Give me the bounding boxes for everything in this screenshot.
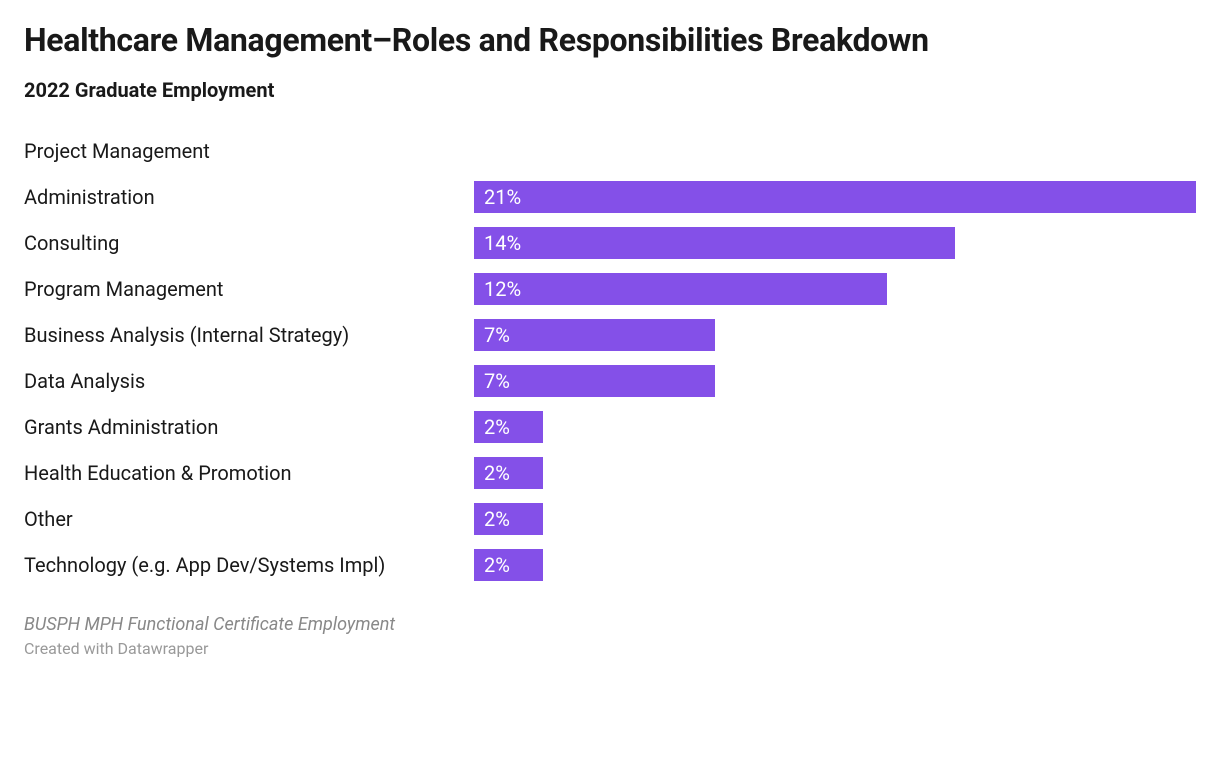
chart-footer: BUSPH MPH Functional Certificate Employm… xyxy=(24,614,1196,658)
bar: 7% xyxy=(474,319,715,351)
bar-area: 14% xyxy=(474,227,1196,259)
row-label: Program Management xyxy=(24,277,474,301)
chart-row: Project Management xyxy=(24,128,1196,174)
bar-area: 21% xyxy=(474,181,1196,213)
row-label: Data Analysis xyxy=(24,369,474,393)
bar-value-label: 2% xyxy=(484,461,510,485)
bar-value-label: 7% xyxy=(484,323,510,347)
bar: 14% xyxy=(474,227,955,259)
bar: 12% xyxy=(474,273,887,305)
bar-value-label: 7% xyxy=(484,369,510,393)
chart-title: Healthcare Management–Roles and Responsi… xyxy=(24,20,1196,60)
footer-source-note: BUSPH MPH Functional Certificate Employm… xyxy=(24,614,1196,635)
row-label: Administration xyxy=(24,185,474,209)
bar-value-label: 14% xyxy=(484,231,521,255)
bar-area: 2% xyxy=(474,411,1196,443)
bar-value-label: 2% xyxy=(484,415,510,439)
chart-subtitle: 2022 Graduate Employment xyxy=(24,78,1196,102)
bar-area xyxy=(474,135,1196,167)
bar: 2% xyxy=(474,457,543,489)
bar: 2% xyxy=(474,503,543,535)
chart-row: Grants Administration 2% xyxy=(24,404,1196,450)
bar-chart: Project Management Administration 21% Consu… xyxy=(24,128,1196,588)
chart-row: Technology (e.g. App Dev/Systems Impl) 2% xyxy=(24,542,1196,588)
row-label: Grants Administration xyxy=(24,415,474,439)
bar-area: 7% xyxy=(474,319,1196,351)
bar-area: 2% xyxy=(474,503,1196,535)
bar-value-label: 2% xyxy=(484,553,510,577)
chart-row: Data Analysis 7% xyxy=(24,358,1196,404)
row-label: Business Analysis (Internal Strategy) xyxy=(24,323,474,347)
bar: 2% xyxy=(474,549,543,581)
bar-area: 2% xyxy=(474,457,1196,489)
chart-row: Program Management 12% xyxy=(24,266,1196,312)
bar-area: 7% xyxy=(474,365,1196,397)
row-label: Technology (e.g. App Dev/Systems Impl) xyxy=(24,553,474,577)
footer-credit: Created with Datawrapper xyxy=(24,639,1196,658)
row-label: Consulting xyxy=(24,231,474,255)
bar-area: 2% xyxy=(474,549,1196,581)
chart-row: Administration 21% xyxy=(24,174,1196,220)
bar: 2% xyxy=(474,411,543,443)
bar: 7% xyxy=(474,365,715,397)
chart-row: Health Education & Promotion 2% xyxy=(24,450,1196,496)
chart-row: Consulting 14% xyxy=(24,220,1196,266)
chart-row: Other 2% xyxy=(24,496,1196,542)
bar-value-label: 12% xyxy=(484,277,521,301)
bar: 21% xyxy=(474,181,1196,213)
row-label: Health Education & Promotion xyxy=(24,461,474,485)
row-label: Project Management xyxy=(24,139,474,163)
row-label: Other xyxy=(24,507,474,531)
bar-value-label: 21% xyxy=(484,185,521,209)
bar-value-label: 2% xyxy=(484,507,510,531)
chart-row: Business Analysis (Internal Strategy) 7% xyxy=(24,312,1196,358)
bar-area: 12% xyxy=(474,273,1196,305)
